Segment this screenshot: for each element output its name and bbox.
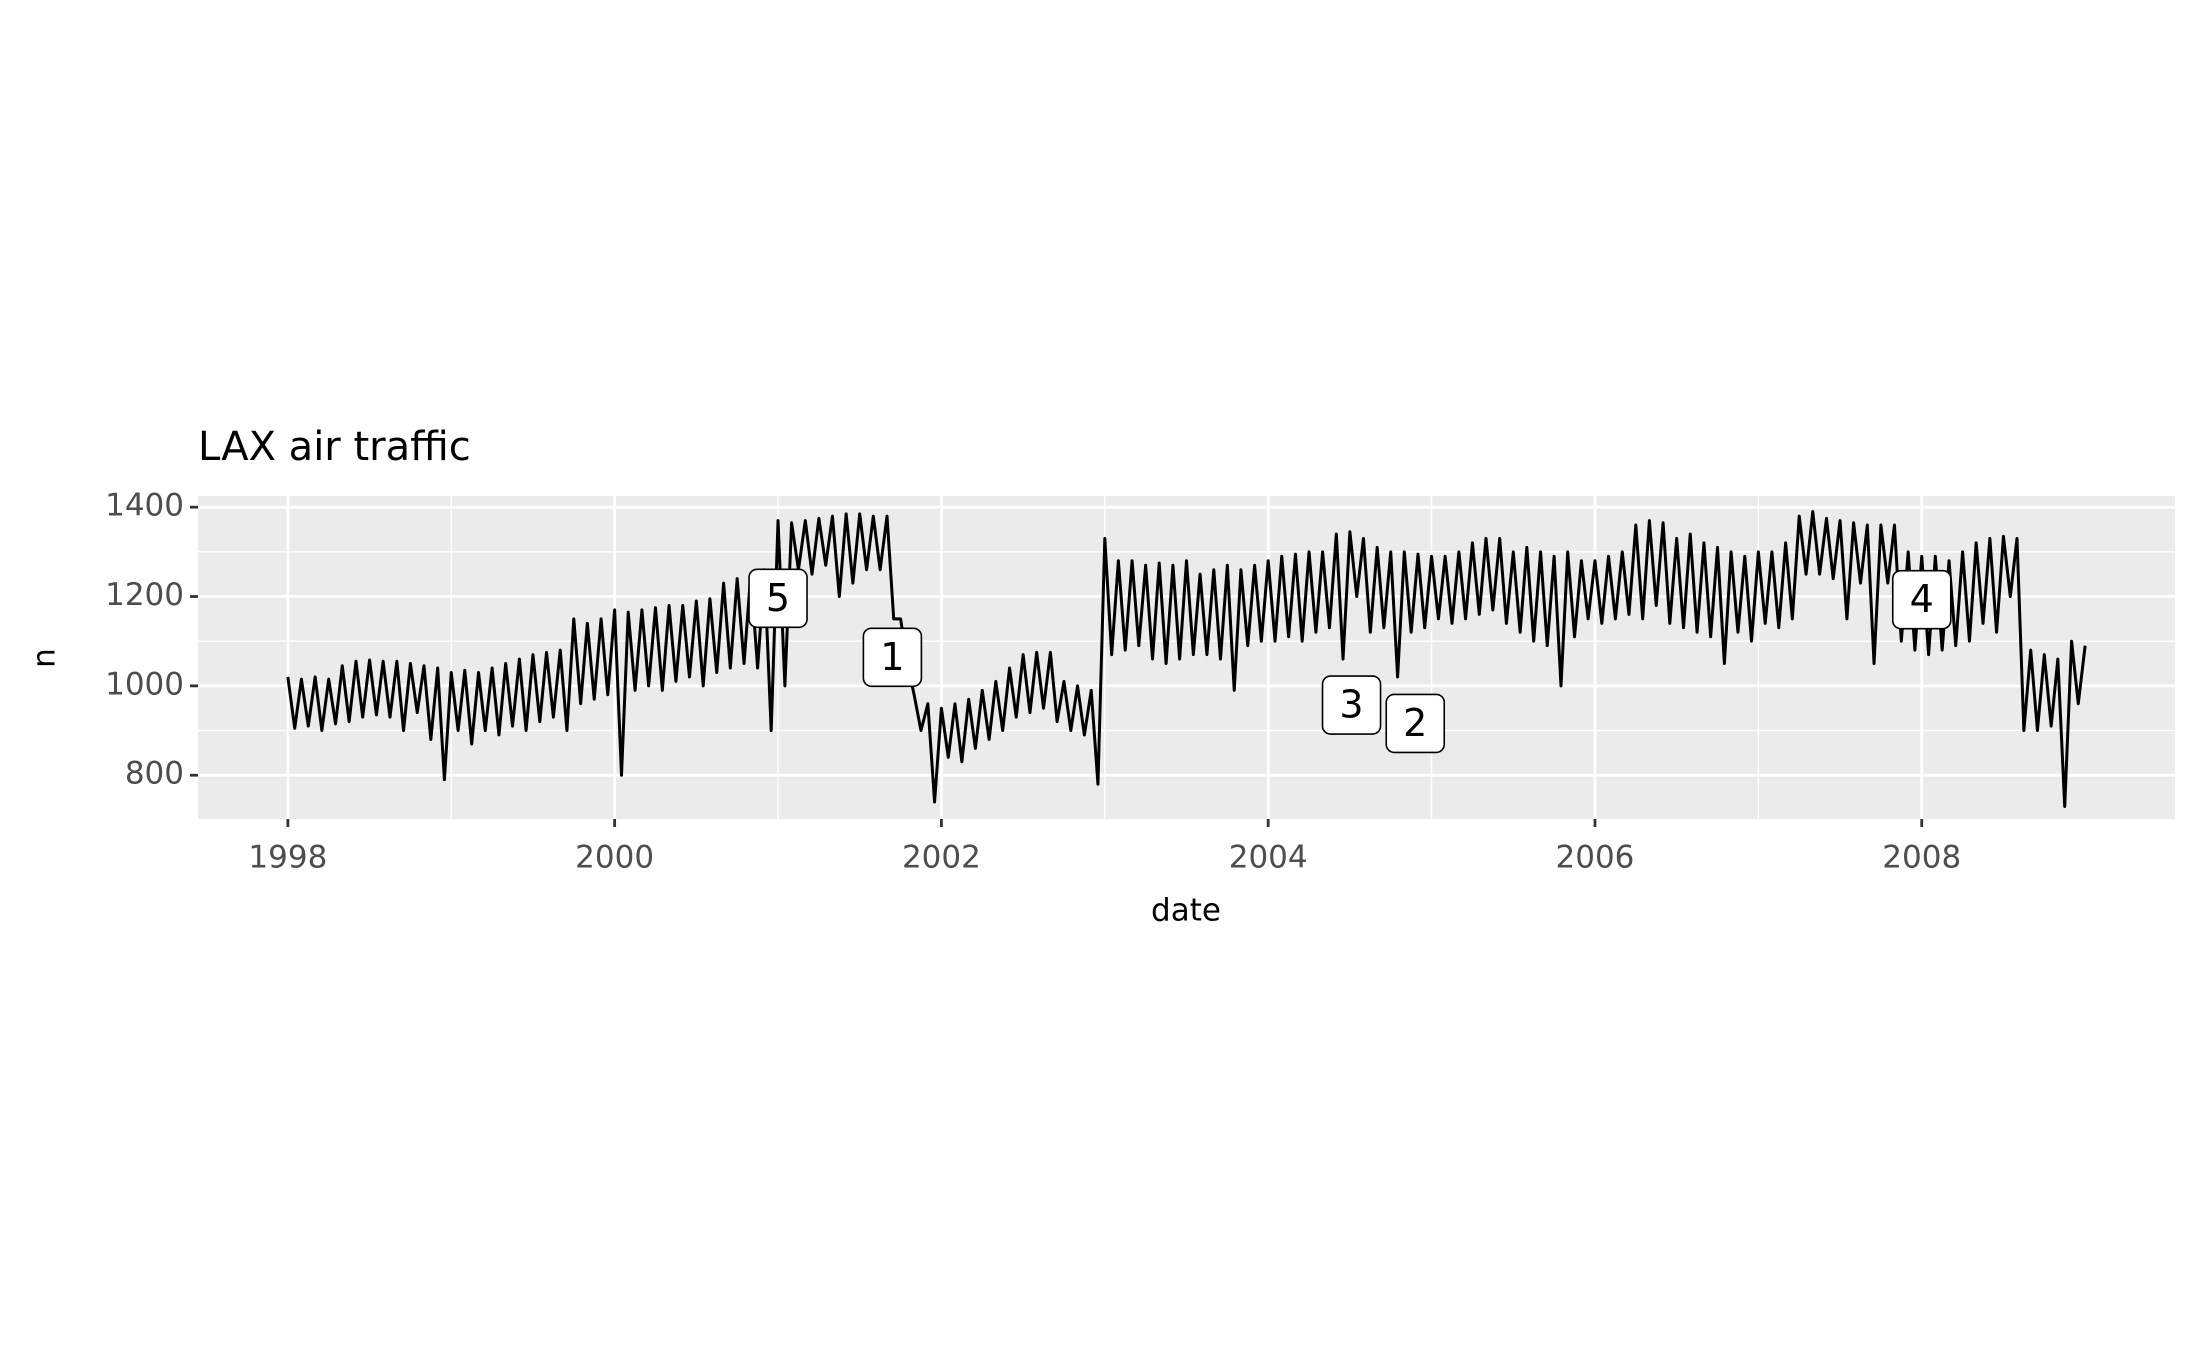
x-tick-label: 2004 bbox=[1229, 840, 1308, 876]
annotation-label: 2 bbox=[1403, 701, 1427, 745]
x-tick-label: 2002 bbox=[902, 840, 981, 876]
x-tick-label: 2000 bbox=[575, 840, 654, 876]
y-tick-label: 1400 bbox=[105, 488, 184, 524]
panel bbox=[198, 496, 2175, 819]
annotation: 1 bbox=[862, 627, 923, 688]
annotation-label: 4 bbox=[1910, 577, 1934, 621]
plot-area bbox=[286, 510, 2087, 808]
annotation-box bbox=[862, 627, 923, 688]
annotation-box bbox=[1385, 693, 1446, 754]
annotation-box bbox=[1321, 675, 1382, 735]
annotation: 2 bbox=[1385, 693, 1446, 754]
annotation-box bbox=[748, 568, 808, 629]
x-tick-label: 2008 bbox=[1882, 840, 1961, 876]
annotation: 5 bbox=[748, 568, 808, 629]
y-axis-title: n bbox=[27, 648, 63, 668]
y-tick-label: 800 bbox=[125, 756, 184, 792]
data-line bbox=[286, 510, 2087, 808]
annotation: 3 bbox=[1321, 675, 1382, 735]
x-tick-label: 2006 bbox=[1556, 840, 1635, 876]
y-tick-label: 1000 bbox=[105, 666, 184, 702]
annotation-label: 1 bbox=[880, 635, 904, 679]
annotation-label: 3 bbox=[1339, 683, 1363, 727]
x-axis-title: date bbox=[1151, 893, 1221, 929]
x-tick-label: 1998 bbox=[248, 840, 327, 876]
chart-title: LAX air traffic bbox=[198, 424, 471, 470]
annotation: 4 bbox=[1891, 569, 1952, 630]
y-tick-label: 1200 bbox=[105, 577, 184, 613]
annotation-label: 5 bbox=[766, 576, 790, 620]
annotation-box bbox=[1891, 569, 1952, 630]
